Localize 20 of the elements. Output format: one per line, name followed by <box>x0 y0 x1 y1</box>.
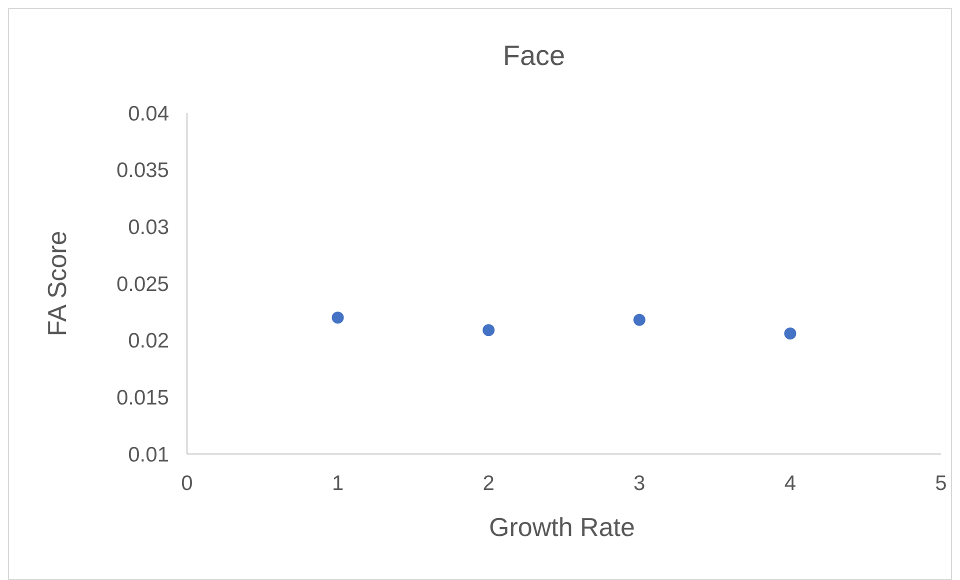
x-tick-label: 3 <box>634 472 646 495</box>
y-tick-label: 0.02 <box>128 330 169 353</box>
x-tick-label: 1 <box>332 472 344 495</box>
y-tick-label: 0.04 <box>128 102 170 126</box>
y-tick-label: 0.01 <box>128 443 169 466</box>
point <box>633 314 646 326</box>
y-tick-label: 0.015 <box>116 386 169 410</box>
x-tick-label: 4 <box>784 472 796 495</box>
chart-title: Face <box>502 40 566 71</box>
y-tick-label: 0.025 <box>116 272 169 296</box>
y-tick-label: 0.03 <box>128 216 169 240</box>
x-tick-label: 5 <box>935 472 947 495</box>
x-tick-label: 2 <box>482 472 494 495</box>
point <box>784 328 796 340</box>
point <box>332 312 344 324</box>
y-axis-title: FA Score <box>42 230 72 336</box>
point <box>482 324 495 336</box>
x-tick-label: 0 <box>181 472 193 495</box>
x-axis-title: Growth Rate <box>489 512 635 542</box>
y-tick-label: 0.035 <box>116 159 169 182</box>
